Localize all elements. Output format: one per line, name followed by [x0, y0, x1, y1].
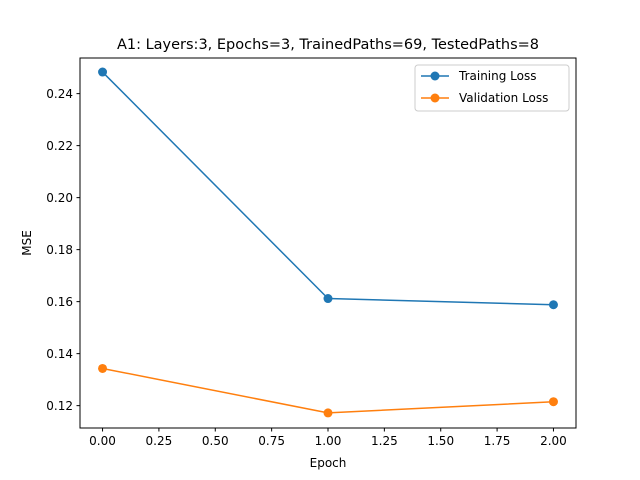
y-tick-label: 0.16: [46, 295, 73, 309]
x-tick-label: 1.75: [484, 434, 511, 448]
series-training-loss: [98, 67, 558, 310]
x-tick-label: 0.00: [89, 434, 116, 448]
training-loss-point: [323, 294, 333, 304]
y-tick-label: 0.14: [46, 347, 73, 361]
x-tick-label: 1.50: [427, 434, 454, 448]
y-tick-label: 0.24: [46, 87, 73, 101]
legend-marker-training: [430, 71, 440, 81]
y-tick-label: 0.12: [46, 399, 73, 413]
plot-area-frame: [79, 57, 577, 429]
legend-label-training: Training Loss: [458, 69, 536, 83]
validation-loss-point: [98, 363, 108, 373]
chart-title: A1: Layers:3, Epochs=3, TrainedPaths=69,…: [117, 37, 539, 53]
series-validation-loss: [98, 363, 558, 418]
legend-marker-validation: [430, 93, 440, 103]
training-loss-point: [548, 300, 558, 310]
x-tick-label: 2.00: [540, 434, 567, 448]
y-tick-label: 0.18: [46, 243, 73, 257]
x-axis-ticks: 0.00 0.25 0.50 0.75 1.00 1.25 1.50 1.75 2.00: [89, 428, 567, 448]
y-axis-ticks: 0.12 0.14 0.16 0.18 0.20 0.22 0.24: [46, 87, 80, 413]
validation-loss-point: [548, 397, 558, 407]
legend-label-validation: Validation Loss: [459, 91, 548, 105]
y-axis-label: MSE: [20, 230, 34, 256]
legend-frame: [414, 64, 570, 112]
x-axis-label: Epoch: [310, 456, 347, 470]
x-tick-label: 0.50: [202, 434, 229, 448]
y-tick-label: 0.20: [46, 191, 73, 205]
training-loss-point: [98, 67, 108, 77]
legend: Training Loss Validation Loss: [414, 64, 570, 112]
validation-loss-point: [323, 408, 333, 418]
series-layer: [98, 67, 558, 418]
y-tick-label: 0.22: [46, 139, 73, 153]
x-tick-label: 1.25: [371, 434, 398, 448]
x-tick-label: 0.75: [258, 434, 285, 448]
x-tick-label: 1.00: [315, 434, 342, 448]
x-tick-label: 0.25: [146, 434, 173, 448]
